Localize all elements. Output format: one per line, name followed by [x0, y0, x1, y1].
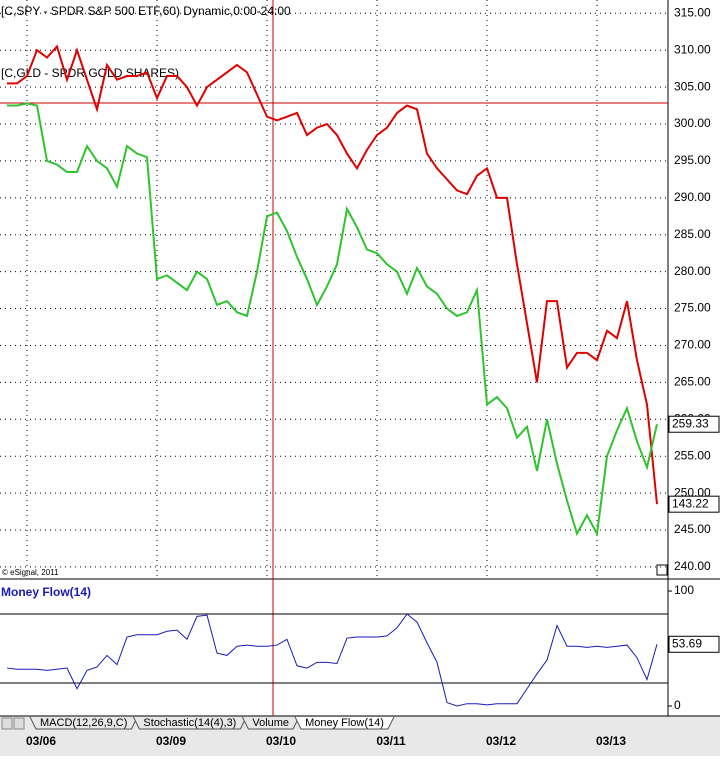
y-tick-label: 100 — [674, 583, 694, 597]
price-tag-box — [668, 635, 720, 653]
x-tick-label: 03/12 — [486, 734, 516, 748]
y-tick-label: 0 — [674, 698, 681, 712]
y-tick-label: 285.00 — [674, 227, 711, 241]
watermark: © eSignal, 2011 — [2, 568, 59, 577]
y-tick-label: 300.00 — [674, 116, 711, 130]
price-tag-box — [668, 495, 720, 513]
tab[interactable]: Money Flow(14) — [294, 716, 395, 730]
x-tick-label: 03/11 — [376, 734, 406, 748]
y-tick-label: 270.00 — [674, 338, 711, 352]
price-tag: 53.69 — [672, 636, 702, 650]
tab[interactable]: Stochastic(14(4),3) — [132, 716, 247, 730]
y-tick-label: 295.00 — [674, 153, 711, 167]
series-line — [7, 102, 658, 537]
price-tag: 143.22 — [672, 496, 709, 510]
y-tick-label: 305.00 — [674, 79, 711, 93]
tab-label: Stochastic(14(4),3) — [143, 717, 236, 729]
tab-shape — [132, 716, 247, 730]
series-line — [7, 44, 658, 505]
tab-shape — [29, 716, 138, 730]
x-tick-label: 03/10 — [266, 734, 296, 748]
price-tag-box — [668, 415, 720, 433]
expand-icon[interactable] — [656, 564, 668, 576]
series-line — [6, 613, 658, 707]
x-tick-label: 03/09 — [156, 734, 186, 748]
y-tick-label: 265.00 — [674, 375, 711, 389]
y-tick-label: 245.00 — [674, 522, 711, 536]
x-tick-label: 03/06 — [26, 734, 56, 748]
y-tick-label: 315.00 — [674, 5, 711, 19]
tab-shape — [294, 716, 395, 730]
y-tick-label: 280.00 — [674, 264, 711, 278]
y-tick-label: 240.00 — [674, 559, 711, 573]
y-tick-label: 255.00 — [674, 448, 711, 462]
y-tick-label: 275.00 — [674, 301, 711, 315]
scroll-right[interactable] — [13, 717, 25, 730]
scroll-left[interactable] — [1, 717, 13, 730]
tab-shape — [241, 716, 300, 730]
tab-label: Volume — [252, 717, 289, 729]
series-title: [C,SPY - SPDR S&P 500 ETF,60) Dynamic,0:… — [1, 4, 291, 18]
tab[interactable]: Volume — [241, 716, 300, 730]
x-tick-label: 03/13 — [596, 734, 626, 748]
y-tick-label: 310.00 — [674, 42, 711, 56]
tab-label: Money Flow(14) — [305, 717, 384, 729]
y-tick-label: 290.00 — [674, 190, 711, 204]
panel-title: Money Flow(14) — [1, 585, 91, 599]
price-tag: 259.33 — [672, 416, 709, 430]
tab[interactable]: MACD(12,26,9,C) — [29, 716, 138, 730]
tab-label: MACD(12,26,9,C) — [40, 717, 127, 729]
